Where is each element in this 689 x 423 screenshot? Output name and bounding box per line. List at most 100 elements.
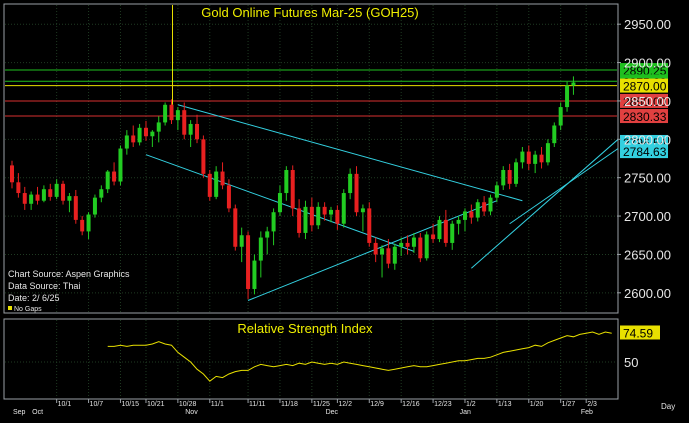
candle-body bbox=[35, 194, 40, 201]
candle-body bbox=[545, 143, 550, 163]
candle-body bbox=[10, 165, 14, 183]
candle-body bbox=[443, 219, 448, 243]
level-tag bbox=[620, 93, 668, 108]
candle-body bbox=[137, 127, 142, 143]
candle-body bbox=[131, 135, 136, 143]
candle-body bbox=[360, 208, 365, 213]
candle-body bbox=[303, 206, 308, 233]
price-tick-label: 2700.00 bbox=[624, 209, 671, 224]
price-tick-label: 2850.00 bbox=[624, 94, 671, 109]
candle-body bbox=[571, 82, 576, 86]
candle-body bbox=[143, 127, 148, 137]
candle-body bbox=[399, 242, 404, 247]
date-tick-label: 10/15 bbox=[121, 401, 139, 408]
trendline bbox=[509, 148, 619, 225]
rsi-line-group bbox=[107, 331, 612, 382]
candle-body bbox=[220, 171, 225, 186]
price-tick-label: 2900.00 bbox=[624, 56, 671, 71]
date-tick-label: 10/28 bbox=[179, 401, 197, 408]
month-label: Dec bbox=[326, 409, 339, 416]
candle-body bbox=[195, 123, 200, 140]
candle-body bbox=[22, 193, 27, 204]
candle-body bbox=[341, 193, 346, 224]
period-label: Day bbox=[661, 402, 675, 411]
gaps-label: No Gaps bbox=[14, 306, 42, 313]
candle-body bbox=[16, 182, 21, 194]
level-tag bbox=[620, 78, 668, 93]
trendline bbox=[177, 104, 523, 202]
candle-body bbox=[552, 125, 557, 144]
candle-body bbox=[61, 183, 66, 201]
rsi-last-tag bbox=[620, 325, 660, 340]
candle-body bbox=[373, 242, 378, 255]
chart-title: Gold Online Futures Mar-25 (GOH25) bbox=[201, 5, 418, 20]
candle-body bbox=[169, 104, 174, 121]
candle-body bbox=[488, 197, 493, 212]
data-source-label: Data Source: Thai bbox=[8, 281, 80, 291]
candle-body bbox=[565, 85, 570, 108]
month-label: Sep bbox=[13, 409, 26, 416]
candle-body bbox=[67, 196, 72, 201]
rsi-line bbox=[107, 331, 612, 382]
month-label: Feb bbox=[581, 409, 593, 416]
candle-body bbox=[124, 135, 129, 149]
month-label: Jan bbox=[460, 409, 471, 416]
candle-body bbox=[258, 237, 263, 261]
level-tag bbox=[620, 144, 668, 159]
price-tick-label: 2650.00 bbox=[624, 247, 671, 262]
candle-body bbox=[501, 170, 506, 186]
date-tick-label: 11/11 bbox=[249, 401, 266, 408]
price-axis: 2600.00 2650.00 2700.00 2750.00 2800.00 2850.… bbox=[617, 17, 671, 301]
month-label: Oct bbox=[32, 409, 43, 416]
date-tick-label: 11/1 bbox=[211, 401, 224, 408]
candle-body bbox=[418, 237, 423, 259]
rsi-last-label: 74.59 bbox=[623, 326, 653, 340]
date-tick-label: 1/27 bbox=[562, 401, 576, 408]
candle-body bbox=[73, 196, 78, 220]
candle-body bbox=[201, 139, 206, 174]
price-tick-label: 2950.00 bbox=[624, 17, 671, 32]
horizontal-levels: 2890.252875.602870.002850.002830.332796.… bbox=[5, 63, 668, 159]
candle-body bbox=[335, 209, 340, 224]
date-tick-label: 1/13 bbox=[498, 401, 512, 408]
candle-body bbox=[188, 123, 193, 135]
candle-body bbox=[86, 214, 91, 232]
candle-body bbox=[437, 219, 442, 240]
candle-body bbox=[424, 234, 429, 259]
candle-body bbox=[297, 208, 302, 233]
candle-body bbox=[329, 209, 333, 215]
date-tick-label: 1/20 bbox=[530, 401, 544, 408]
candles bbox=[10, 76, 576, 299]
date-tick-label: 10/21 bbox=[147, 401, 165, 408]
candle-body bbox=[348, 173, 353, 194]
price-tick-label: 2800.00 bbox=[624, 132, 671, 147]
date-label: Date: 2/ 6/25 bbox=[8, 293, 60, 303]
candle-body bbox=[507, 170, 512, 184]
candle-body bbox=[239, 235, 244, 247]
level-label: 2870.00 bbox=[623, 80, 667, 94]
month-label: Nov bbox=[185, 409, 198, 416]
candle-body bbox=[112, 171, 117, 182]
candle-body bbox=[29, 194, 34, 204]
rsi-tick-label: 50 bbox=[624, 355, 638, 370]
date-tick-label: 2/3 bbox=[587, 401, 597, 408]
candle-body bbox=[482, 202, 487, 212]
price-panel bbox=[3, 3, 619, 314]
date-tick-label: 12/2 bbox=[338, 401, 352, 408]
rsi-title: Relative Strength Index bbox=[237, 321, 373, 336]
candle-body bbox=[367, 208, 372, 243]
candle-body bbox=[533, 154, 538, 164]
candle-body bbox=[80, 219, 85, 232]
trendline bbox=[471, 138, 619, 269]
candle-body bbox=[380, 248, 385, 255]
candle-body bbox=[265, 231, 270, 238]
candle-body bbox=[450, 223, 455, 243]
candle-body bbox=[48, 189, 53, 197]
price-tick-label: 2600.00 bbox=[624, 286, 671, 301]
date-tick-label: 11/25 bbox=[313, 401, 330, 408]
candle-body bbox=[456, 219, 461, 224]
candle-body bbox=[99, 189, 104, 198]
date-tick-label: 1/2 bbox=[466, 401, 476, 408]
level-tag bbox=[620, 63, 668, 78]
